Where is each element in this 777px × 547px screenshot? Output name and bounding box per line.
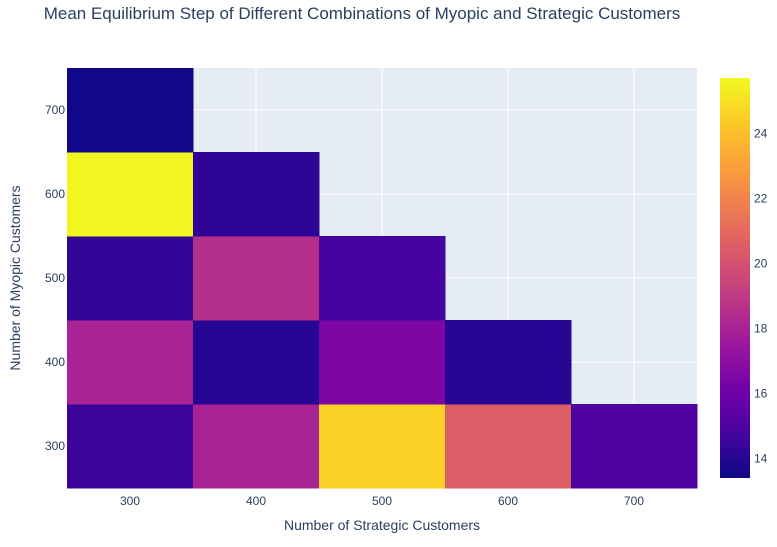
colorbar-ticks: 14 16 18 20 22 24 <box>754 126 768 465</box>
heatmap-cell <box>67 236 194 321</box>
y-tick-label: 600 <box>45 187 65 201</box>
heatmap-cell <box>193 152 320 237</box>
x-tick-label: 400 <box>246 494 266 508</box>
colorbar-tick-label: 20 <box>754 256 768 270</box>
heatmap-cell <box>319 404 446 489</box>
y-tick-label: 300 <box>45 439 65 453</box>
heatmap-cell <box>193 320 320 405</box>
x-tick-label: 500 <box>372 494 392 508</box>
heatmap-cell <box>445 404 572 489</box>
colorbar-tick-label: 24 <box>754 126 768 140</box>
heatmap-cell <box>67 320 194 405</box>
heatmap-cell <box>193 404 320 489</box>
x-tick-label: 600 <box>498 494 518 508</box>
x-axis-label: Number of Strategic Customers <box>284 517 480 533</box>
heatmap-cell <box>571 404 698 489</box>
heatmap-cells <box>67 68 698 489</box>
y-axis-ticks: 300 400 500 600 700 <box>45 103 65 453</box>
heatmap-cell <box>67 68 194 153</box>
y-tick-label: 400 <box>45 355 65 369</box>
x-tick-label: 700 <box>624 494 644 508</box>
heatmap-cell <box>193 236 320 321</box>
heatmap-cell <box>319 320 446 405</box>
chart-title: Mean Equilibrium Step of Different Combi… <box>44 4 681 23</box>
y-axis-label: Number of Myopic Customers <box>7 185 23 370</box>
colorbar-tick-label: 14 <box>754 451 768 465</box>
colorbar <box>720 78 750 478</box>
heatmap-cell <box>445 320 572 405</box>
colorbar-tick-label: 22 <box>754 191 768 205</box>
heatmap-cell <box>67 152 194 237</box>
colorbar-tick-label: 16 <box>754 386 768 400</box>
heatmap-cell <box>67 404 194 489</box>
x-axis-ticks: 300 400 500 600 700 <box>120 494 644 508</box>
y-tick-label: 700 <box>45 103 65 117</box>
heatmap-cell <box>319 236 446 321</box>
x-tick-label: 300 <box>120 494 140 508</box>
colorbar-tick-label: 18 <box>754 321 768 335</box>
y-tick-label: 500 <box>45 271 65 285</box>
